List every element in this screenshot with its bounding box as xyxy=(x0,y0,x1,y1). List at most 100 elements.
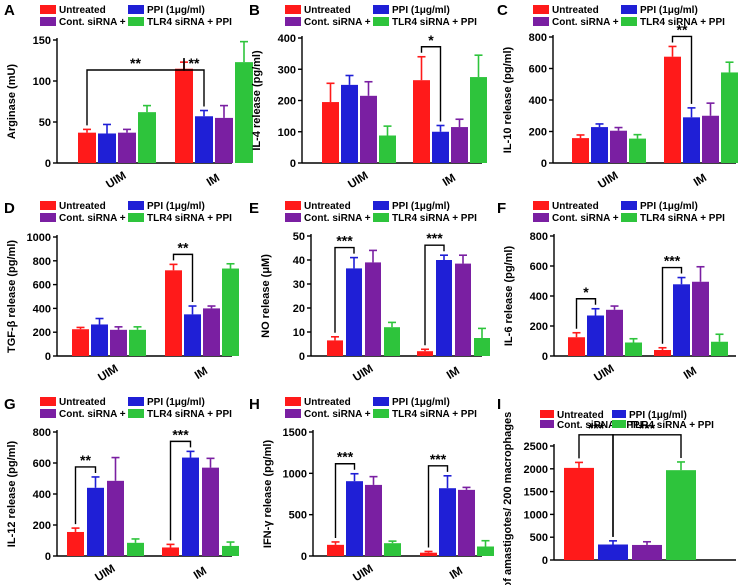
significance-label: *** xyxy=(337,449,354,465)
significance-bracket xyxy=(172,253,194,303)
legend-label-untreated: Untreated xyxy=(304,5,351,16)
panel-letter: C xyxy=(497,2,508,19)
bar-ppi-uim xyxy=(591,127,608,163)
bar-untreated-uim xyxy=(568,337,585,356)
legend-swatch-ppi xyxy=(612,410,626,418)
legend-swatch-tlr4 xyxy=(612,420,626,428)
legend-label-cont: Cont. siRNA + PPI xyxy=(304,213,390,224)
x-category-label: IM xyxy=(192,565,209,582)
legend: Untreated PPI (1μg/ml)Cont. siRNA + PPITL… xyxy=(540,410,714,431)
y-axis-label: NO release (μM) xyxy=(260,254,272,338)
significance-label: ** xyxy=(677,21,688,37)
bar-ppi-im xyxy=(673,284,690,356)
bar-cont-all xyxy=(632,544,662,560)
significance-bracket xyxy=(183,58,205,107)
bar-untreated-im xyxy=(165,270,182,356)
legend-swatch-tlr4 xyxy=(128,409,144,418)
legend-label-ppi: PPI (1μg/ml) xyxy=(147,5,205,16)
bar-untreated-uim xyxy=(72,329,89,356)
bar-cont-uim xyxy=(365,484,382,556)
panel-letter: F xyxy=(497,200,506,217)
y-tick-label: 400 xyxy=(278,33,296,45)
y-tick-label: 0 xyxy=(299,351,305,363)
legend-label-ppi: PPI (1μg/ml) xyxy=(392,397,450,408)
legend-swatch-ppi xyxy=(373,5,389,14)
legend-label-ppi: PPI (1μg/ml) xyxy=(629,410,687,421)
significance-bracket xyxy=(334,463,356,538)
y-tick-label: 300 xyxy=(278,64,296,76)
legend-swatch-cont xyxy=(285,213,301,222)
bar-ppi-all xyxy=(598,544,628,560)
bar-cont-uim xyxy=(610,130,627,163)
legend-swatch-ppi xyxy=(373,201,389,210)
bar-untreated-im xyxy=(664,56,681,163)
y-tick-label: 200 xyxy=(529,127,547,139)
significance-bracket xyxy=(169,440,192,541)
legend-swatch-untreated xyxy=(533,5,549,14)
legend-label-untreated: Untreated xyxy=(557,410,604,421)
bar-cont-uim xyxy=(110,329,127,356)
y-tick-label: 0 xyxy=(290,158,296,170)
significance-bracket xyxy=(424,244,445,346)
legend-swatch-untreated xyxy=(540,410,554,418)
legend-label-tlr4: TLR4 siRNA + PPI xyxy=(640,213,725,224)
y-tick-label: 0 xyxy=(542,555,548,567)
significance-label: ** xyxy=(189,55,200,71)
significance-label: *** xyxy=(639,420,656,436)
legend-label-ppi: PPI (1μg/ml) xyxy=(147,397,205,408)
panel-letter: E xyxy=(249,200,259,217)
legend-label-tlr4: TLR4 siRNA + PPI xyxy=(392,17,477,28)
bar-cont-im xyxy=(451,127,468,163)
legend-swatch-cont xyxy=(540,420,554,428)
bar-tlr4-uim xyxy=(629,138,646,163)
bar-tlr4-im xyxy=(235,62,253,163)
significance-bracket xyxy=(671,35,693,104)
legend-swatch-tlr4 xyxy=(128,17,144,26)
y-axis-label: IL-12 release (pg/ml) xyxy=(6,440,18,547)
y-tick-label: 800 xyxy=(33,256,51,268)
significance-bracket xyxy=(612,434,682,537)
legend-label-cont: Cont. siRNA + PPI xyxy=(59,213,145,224)
legend-swatch-untreated xyxy=(285,5,301,14)
bar-untreated-im xyxy=(417,351,433,356)
bar-untreated-uim xyxy=(572,138,589,163)
legend-swatch-cont xyxy=(285,17,301,26)
bar-untreated-im xyxy=(175,68,193,163)
legend-swatch-cont xyxy=(40,409,56,418)
y-tick-label: 600 xyxy=(33,280,51,292)
y-tick-label: 0 xyxy=(541,158,547,170)
y-tick-label: 400 xyxy=(529,95,547,107)
legend-label-untreated: Untreated xyxy=(59,201,106,212)
legend-swatch-ppi xyxy=(128,397,144,406)
bar-cont-im xyxy=(203,308,220,356)
y-tick-label: 20 xyxy=(293,303,305,315)
bar-tlr4-uim xyxy=(138,112,156,163)
bar-ppi-uim xyxy=(341,84,358,163)
y-tick-label: 40 xyxy=(293,255,305,267)
panel-letter: G xyxy=(4,396,16,413)
bar-ppi-im xyxy=(195,116,213,163)
y-tick-label: 800 xyxy=(529,32,547,44)
legend-label-cont: Cont. siRNA + PPI xyxy=(304,409,390,420)
significance-bracket xyxy=(661,266,683,344)
legend-label-ppi: PPI (1μg/ml) xyxy=(640,5,698,16)
legend-label-ppi: PPI (1μg/ml) xyxy=(392,201,450,212)
y-axis-label: TGF-β release (pg/ml) xyxy=(6,240,18,353)
y-axis-label: IL-6 release (pg/ml) xyxy=(503,246,515,347)
bar-ppi-im xyxy=(436,260,452,356)
significance-label: ** xyxy=(80,452,91,468)
y-tick-label: 600 xyxy=(529,64,547,76)
bar-untreated-im xyxy=(420,552,437,556)
y-tick-label: 50 xyxy=(39,117,51,129)
panel-h: H Untreated PPI (1μg/ml)Cont. siRNA + PPI T… xyxy=(249,396,494,584)
bar-untreated-uim xyxy=(327,544,344,556)
legend-swatch-tlr4 xyxy=(128,213,144,222)
bar-tlr4-all xyxy=(666,470,696,560)
bar-tlr4-uim xyxy=(384,543,401,556)
legend-swatch-cont xyxy=(533,213,549,222)
panel-g: G Untreated PPI (1μg/ml)Cont. siRNA + PPI T… xyxy=(4,396,239,584)
